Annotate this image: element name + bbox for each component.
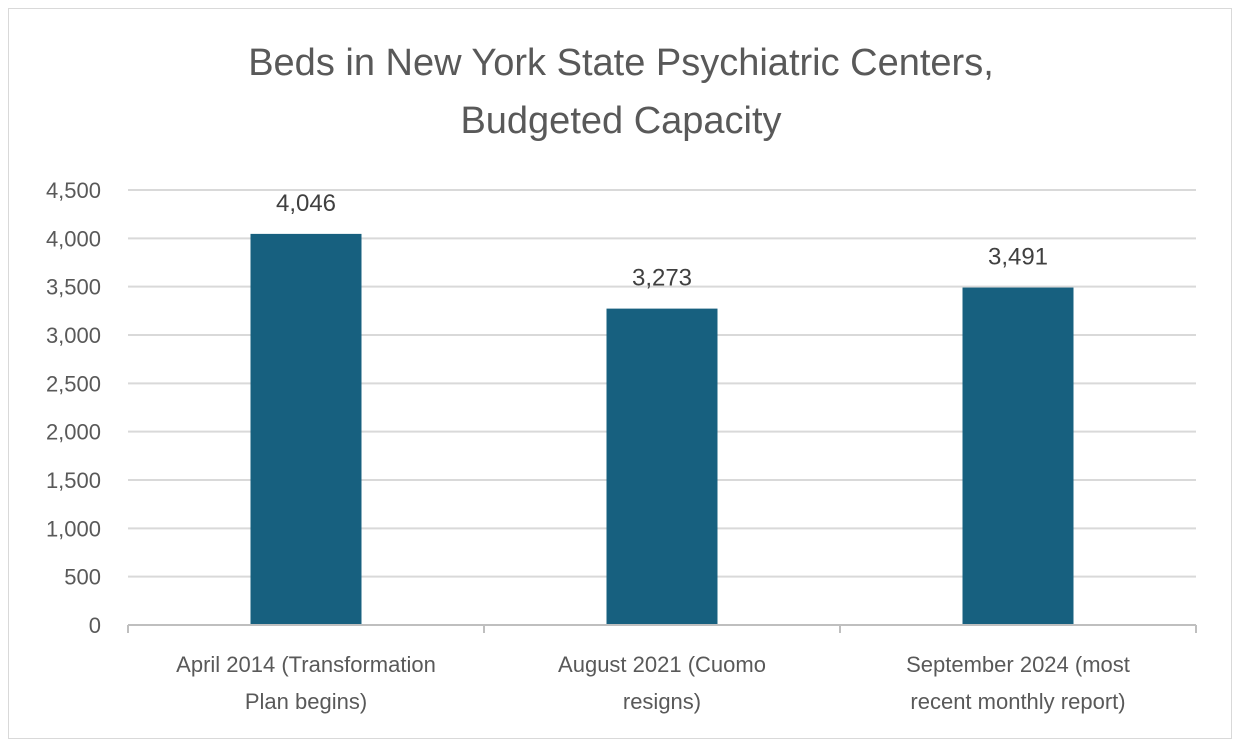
data-labels: 4,046 3,273 3,491 xyxy=(276,190,1048,292)
chart-title-line-2: Budgeted Capacity xyxy=(460,100,781,142)
bars xyxy=(250,233,1074,626)
y-tick-label: 2,500 xyxy=(46,371,101,396)
y-tick-label: 3,000 xyxy=(46,323,101,348)
bar xyxy=(250,233,362,626)
y-tick-label: 500 xyxy=(64,565,101,590)
data-label: 4,046 xyxy=(276,190,336,217)
chart-title-line-1: Beds in New York State Psychiatric Cente… xyxy=(248,42,994,84)
data-label: 3,491 xyxy=(988,244,1048,271)
category-label: August 2021 (Cuomo xyxy=(558,652,766,677)
y-tick-label: 3,500 xyxy=(46,275,101,300)
y-tick-label: 1,000 xyxy=(46,516,101,541)
bar xyxy=(606,308,718,625)
x-axis xyxy=(127,624,1197,633)
bar xyxy=(962,287,1074,625)
category-label: recent monthly report) xyxy=(910,689,1125,714)
chart-title: Beds in New York State Psychiatric Cente… xyxy=(248,42,994,142)
y-tick-label: 0 xyxy=(89,613,101,638)
y-axis-ticks: 0 500 1,000 1,500 2,000 2,500 3,000 3,500 4,000 4… xyxy=(46,178,101,638)
category-label: April 2014 (Transformation xyxy=(176,652,436,677)
category-label: Plan begins) xyxy=(245,689,367,714)
y-tick-label: 4,500 xyxy=(46,178,101,203)
category-label: September 2024 (most xyxy=(906,652,1130,677)
y-tick-label: 1,500 xyxy=(46,468,101,493)
data-label: 3,273 xyxy=(632,265,692,292)
y-tick-label: 2,000 xyxy=(46,420,101,445)
category-labels: April 2014 (Transformation Plan begins) Au… xyxy=(176,652,1130,714)
y-tick-label: 4,000 xyxy=(46,226,101,251)
category-label: resigns) xyxy=(623,689,701,714)
